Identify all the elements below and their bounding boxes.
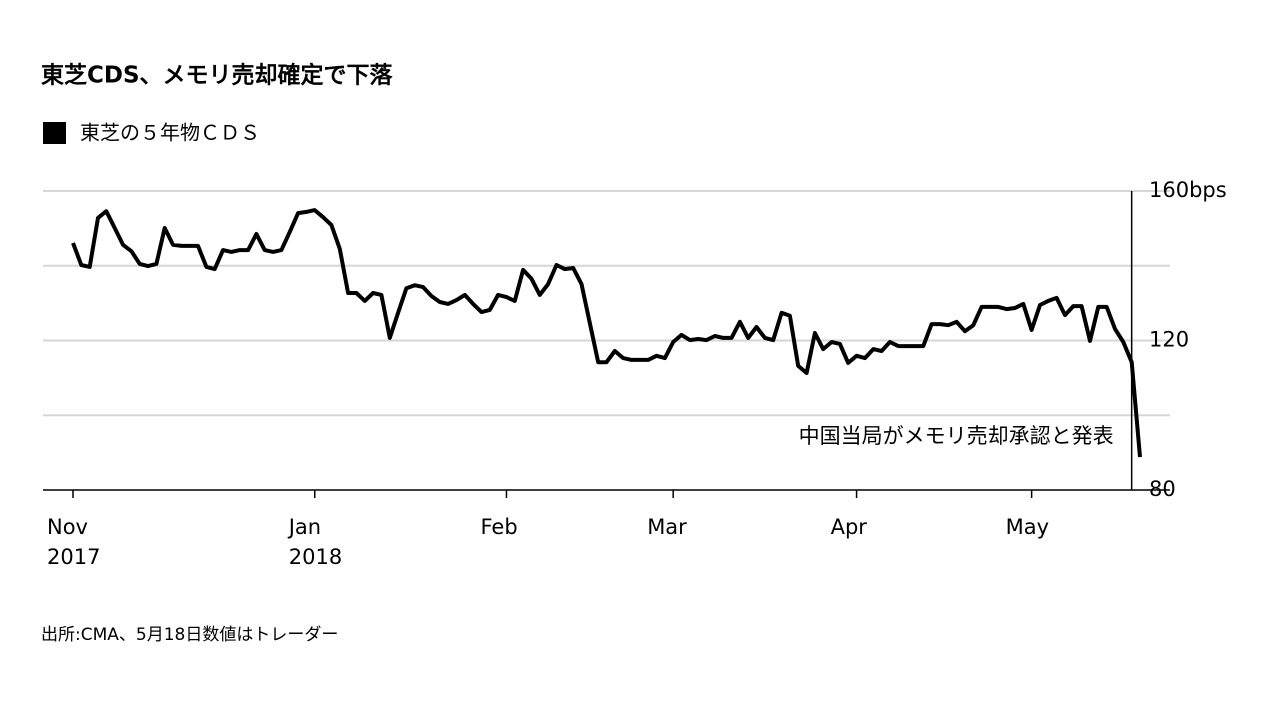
legend-label: 東芝の５年物ＣＤＳ xyxy=(80,121,260,145)
chart-title: 東芝CDS、メモリ売却確定で下落 xyxy=(41,62,394,89)
line-series xyxy=(71,208,1142,458)
x-tick-label: Feb xyxy=(480,515,518,539)
x-tick-label: May xyxy=(1005,515,1050,539)
x-tick-label: Jan 2018 xyxy=(288,515,343,569)
x-tick-label: Apr xyxy=(830,515,867,539)
y-tick-label: 120 xyxy=(1149,328,1189,352)
x-tick-label: Nov 2017 xyxy=(47,515,101,569)
legend-swatch xyxy=(43,122,66,144)
source: 出所:CMA、5月18日数値はトレーダー xyxy=(41,625,338,645)
y-tick-label: 80 xyxy=(1149,477,1176,501)
x-tick-label: Mar xyxy=(647,515,687,539)
y-tick-label: 160bps xyxy=(1149,178,1227,202)
annotation: 中国当局がメモリ売却承認と発表 xyxy=(799,424,1114,448)
